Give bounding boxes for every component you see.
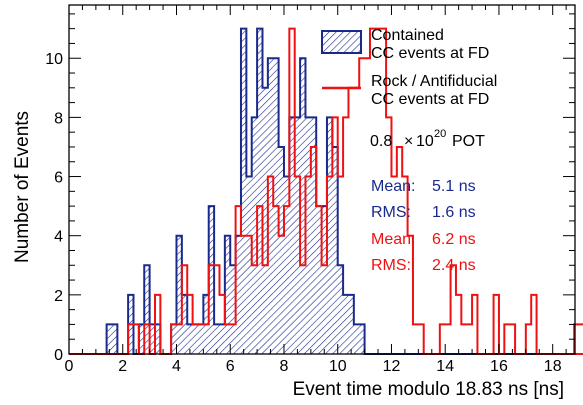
histogram-outline <box>69 27 583 355</box>
stat-value-rms-rock: 2.4 ns <box>432 257 476 274</box>
histogram-bin <box>257 28 263 354</box>
pot-exponent: 20 <box>434 128 446 140</box>
pot-prefix: 0.8 <box>370 133 392 150</box>
histogram-bin <box>359 324 365 354</box>
histogram-bin <box>326 117 333 354</box>
legend-label-contained-1: Contained <box>371 27 444 44</box>
histogram-bin <box>240 28 247 354</box>
histogram-bin <box>316 206 322 354</box>
legend-entry-contained: Contained CC events at FD <box>321 27 489 62</box>
histogram-bin <box>348 294 354 354</box>
x-tick-label: 0 <box>65 358 74 375</box>
x-axis-label: Event time modulo 18.83 ns [ns] <box>293 379 564 400</box>
legend-swatch-hatched <box>321 30 362 54</box>
legend-entry-rock: Rock / Antifiducial CC events at FD <box>322 73 497 108</box>
axes: 0 2 4 6 8 10 12 14 16 18 0 2 4 6 8 10 <box>45 5 575 375</box>
plot-frame <box>68 4 576 355</box>
series-1 <box>69 27 583 355</box>
legend-label-contained-2: CC events at FD <box>371 45 489 62</box>
histogram-bin <box>294 117 301 354</box>
histogram-bin <box>219 324 225 354</box>
stat-value-mean-contained: 5.1 ns <box>432 178 476 195</box>
pot-base: 10 <box>416 133 434 150</box>
histogram-bin <box>224 235 231 354</box>
histogram-bin <box>235 235 241 354</box>
histogram-bin <box>197 324 204 354</box>
histogram-bin <box>321 206 327 354</box>
legend-label-rock-1: Rock / Antifiducial <box>371 73 497 90</box>
histogram-bin <box>181 294 188 354</box>
x-tick-label: 12 <box>383 358 401 375</box>
histogram-bin <box>283 176 290 354</box>
y-tick-label: 10 <box>45 51 63 68</box>
histogram-bin <box>208 206 215 354</box>
x-tick-label: 16 <box>490 358 508 375</box>
pot-times: × <box>404 133 413 150</box>
histogram-bin <box>267 58 274 355</box>
histogram-bin <box>310 117 317 354</box>
y-tick-label: 6 <box>54 170 63 187</box>
histogram-bin <box>230 265 236 354</box>
histogram-bin <box>192 324 198 354</box>
y-tick-label: 4 <box>54 229 63 246</box>
histogram-bin <box>112 324 118 354</box>
y-tick-label: 2 <box>54 288 63 305</box>
histogram-bin <box>300 58 306 355</box>
pot-suffix: POT <box>452 133 485 150</box>
histogram-bin <box>262 87 268 354</box>
series-0 <box>69 27 575 355</box>
x-tick-label: 18 <box>544 358 562 375</box>
y-axis-label: Number of Events <box>12 111 33 263</box>
pot-annotation: 0.8 × 10 20 POT <box>370 128 485 150</box>
legend-label-rock-2: CC events at FD <box>371 91 489 108</box>
histogram-bin <box>187 324 193 354</box>
histogram-bin <box>154 324 161 354</box>
stat-value-mean-rock: 6.2 ns <box>432 231 476 248</box>
histogram-bin <box>138 324 145 354</box>
x-tick-label: 6 <box>226 358 235 375</box>
histogram-bin <box>343 294 349 354</box>
histogram-bin <box>337 265 344 354</box>
histogram-bin <box>305 117 311 354</box>
histogram-bin <box>106 324 112 354</box>
histogram-bin <box>171 324 177 354</box>
histogram-bin <box>289 117 295 354</box>
histogram-bin <box>176 235 182 354</box>
histogram-bin <box>214 324 220 354</box>
y-tick-label: 0 <box>54 347 63 364</box>
stat-label-mean-contained: Mean: <box>371 178 415 195</box>
stat-label-rms-contained: RMS: <box>371 204 411 221</box>
histogram-bin <box>353 324 360 354</box>
legend: Contained CC events at FD Rock / Antifid… <box>321 27 497 108</box>
x-tick-label: 8 <box>280 358 289 375</box>
histogram-layer <box>69 27 583 355</box>
stats-box: Mean: 5.1 ns RMS: 1.6 ns Mean: 6.2 ns RM… <box>371 178 476 274</box>
x-tick-label: 14 <box>436 358 454 375</box>
stat-label-rms-rock: RMS: <box>371 257 411 274</box>
histogram-bin <box>332 146 338 354</box>
histogram-bin <box>144 265 150 354</box>
histogram-bin <box>278 146 284 354</box>
histogram-bin <box>251 117 258 354</box>
stat-label-mean-rock: Mean: <box>371 231 415 248</box>
stat-value-rms-contained: 1.6 ns <box>432 204 476 221</box>
histogram-bin <box>246 176 252 354</box>
x-tick-label: 2 <box>118 358 127 375</box>
x-tick-label: 4 <box>172 358 181 375</box>
x-tick-label: 10 <box>329 358 347 375</box>
y-tick-label: 8 <box>54 110 63 127</box>
histogram-bin <box>149 324 155 354</box>
